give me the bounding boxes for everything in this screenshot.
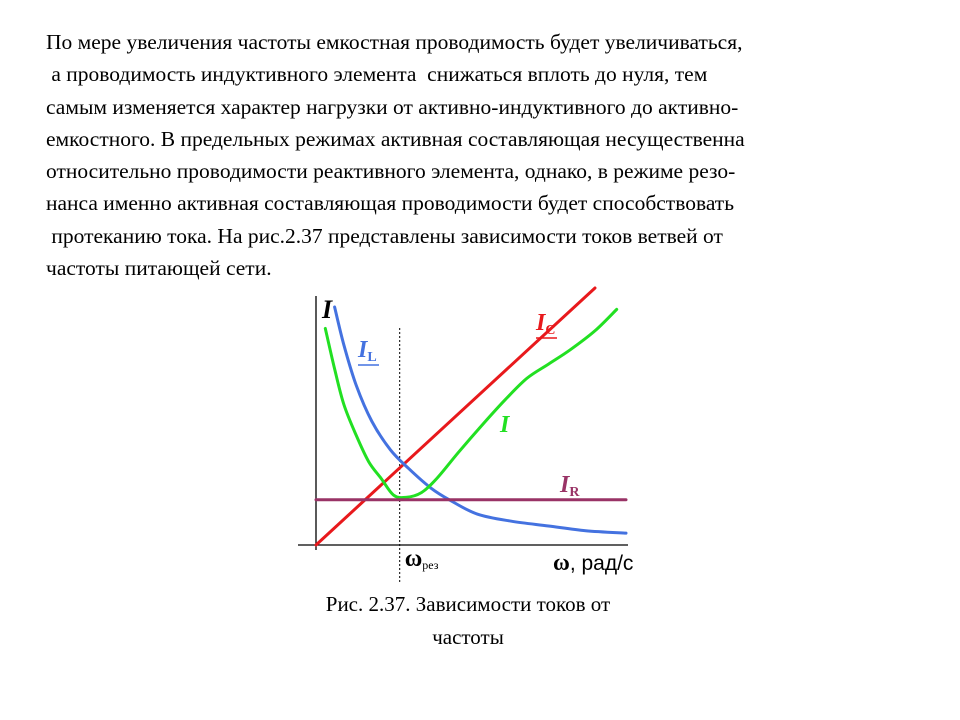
paragraph-line: частоты питающей сети. [46, 256, 272, 281]
paragraph-line: емкостного. В предельных режимах активна… [46, 126, 745, 151]
series-label-Itotal: I [499, 412, 511, 438]
chart-series [314, 286, 628, 547]
y-axis-label: I [321, 295, 333, 324]
chart-labels: IC IL I IR Iω, рад/с ωрез [321, 295, 633, 575]
series-label-IL: IL [357, 337, 377, 365]
paragraph-line: а проводимость индуктивного элемента сни… [46, 62, 708, 87]
resonance-label: ωрез [405, 546, 439, 572]
series-curve-Itotal [323, 307, 619, 500]
caption-line-1: Рис. 2.37. Зависимости токов от [325, 592, 611, 616]
paragraph-line: протеканию тока. На рис.2.37 представлен… [46, 223, 723, 248]
chart-axes [298, 296, 628, 582]
caption-line-2: частоты [432, 625, 504, 649]
paragraph-line: относительно проводимости реактивного эл… [46, 159, 736, 184]
paragraph-line: самым изменяется характер нагрузки от ак… [46, 94, 739, 119]
paragraph-line: По мере увеличения частоты емкостная про… [46, 30, 743, 54]
figure-caption: Рис. 2.37. Зависимости токов от частоты [268, 588, 668, 654]
x-axis-label: ω, рад/с [553, 550, 633, 575]
series-curve-IC [314, 286, 597, 547]
paragraph-line: нанса именно активная составляющая прово… [46, 191, 734, 216]
body-paragraph: По мере увеличения частоты емкостная про… [46, 26, 926, 284]
series-label-IC: IC [535, 310, 555, 338]
series-curve-IL [333, 305, 628, 535]
series-label-IR: IR [559, 472, 580, 500]
